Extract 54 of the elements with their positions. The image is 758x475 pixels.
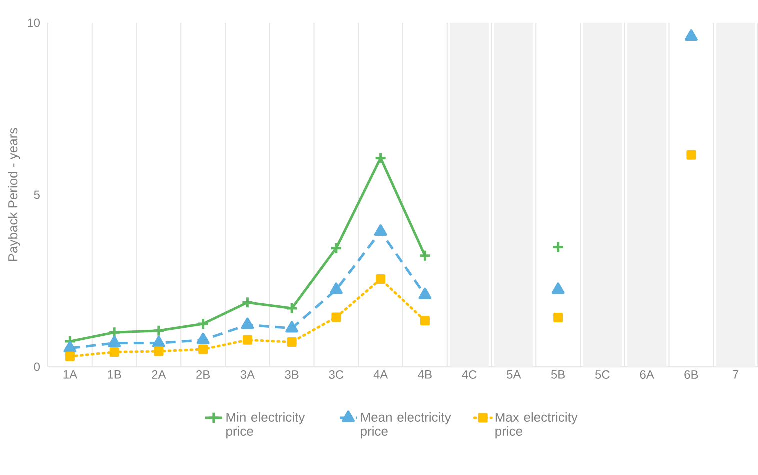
legend-label: Min electricity price	[226, 412, 306, 439]
legend-label: Mean electricity price	[361, 412, 452, 439]
y-tick-label: 5	[34, 190, 40, 200]
x-tick-label: 4A	[374, 370, 388, 379]
legend-label: Max electricity price	[496, 412, 578, 439]
y-tick-label: 0	[34, 362, 40, 372]
x-tick-label: 1A	[64, 370, 78, 379]
point	[197, 318, 210, 330]
point	[241, 318, 254, 330]
point	[330, 242, 343, 255]
point	[241, 296, 254, 309]
x-tick-label: 2A	[152, 370, 166, 379]
point	[684, 30, 698, 42]
point	[552, 282, 565, 294]
x-tick-label: 3A	[240, 370, 256, 380]
x-tick-label: 5C	[596, 370, 610, 380]
x-tick-label: 4B	[418, 370, 432, 379]
x-tick-label: 3C	[329, 370, 344, 380]
point	[418, 288, 432, 300]
x-tick-label: 4C	[462, 370, 477, 380]
point	[198, 344, 208, 354]
y-tick-label: 10	[28, 18, 40, 28]
x-tick-label: 7	[733, 370, 739, 379]
point	[686, 150, 696, 160]
point	[108, 336, 122, 348]
point	[286, 321, 299, 333]
point	[154, 346, 164, 356]
point	[376, 274, 386, 284]
point	[552, 241, 565, 254]
point	[64, 341, 77, 353]
point	[286, 302, 298, 315]
x-tick-label: 3B	[285, 370, 299, 380]
point	[65, 352, 75, 362]
x-tick-label: 5B	[551, 370, 566, 379]
x-tick-label: 2B	[196, 370, 210, 379]
point	[420, 316, 430, 326]
point	[332, 312, 342, 322]
point	[196, 332, 210, 344]
x-tick-label: 5A	[507, 370, 522, 379]
y-axis-title: Payback Period - years	[8, 128, 20, 262]
x-tick-label: 1B	[108, 370, 122, 379]
point	[330, 282, 343, 294]
point	[152, 336, 166, 348]
point	[110, 347, 120, 357]
point	[108, 326, 121, 339]
point	[374, 152, 388, 164]
point	[287, 337, 297, 347]
point	[152, 324, 166, 338]
point	[374, 224, 388, 236]
point	[418, 250, 432, 262]
x-tick-label: 6A	[640, 370, 654, 380]
point	[242, 335, 252, 345]
point	[554, 313, 564, 323]
x-tick-label: 6B	[684, 370, 698, 380]
